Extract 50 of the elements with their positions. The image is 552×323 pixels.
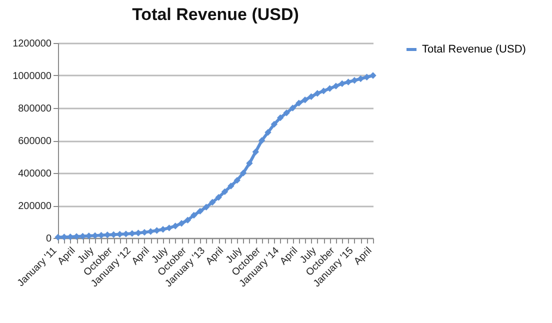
point [221,188,228,196]
point [122,230,130,238]
point [228,182,234,190]
point [308,93,315,100]
point [270,120,278,128]
point [258,137,266,144]
point [326,85,334,92]
point [240,170,247,176]
point [73,233,80,240]
point [277,114,284,122]
legend-label: Total Revenue (USD) [422,44,526,56]
point [128,230,136,237]
point [190,212,198,219]
point [246,160,253,167]
y-tick-label: 600000 [18,136,52,147]
point [209,198,216,206]
y-tick-label: 800000 [18,104,52,114]
point [202,204,210,210]
point [370,72,376,79]
point [314,90,321,97]
point [141,228,148,236]
point [289,104,296,112]
point [264,129,272,136]
point [92,232,98,239]
point [215,194,222,201]
point [252,148,259,156]
point [147,228,154,235]
point [160,226,166,233]
point [320,88,327,94]
point [351,77,358,84]
point [302,96,308,104]
point [363,74,370,80]
point [234,176,240,184]
point [296,100,302,106]
point [196,208,204,215]
point [344,78,352,86]
point [338,80,346,87]
point [172,222,179,230]
point [332,82,340,90]
chart-title: Total Revenue (USD) [132,5,299,24]
point [357,75,364,82]
y-tick-label: 400000 [18,168,52,180]
y-tick-label: 1200000 [12,38,52,50]
y-tick-label: 1000000 [12,71,52,82]
point [184,216,192,224]
y-tick-label: 200000 [18,201,52,212]
point [283,110,290,116]
point [166,224,173,232]
y-tick-label: 0 [46,234,52,244]
point [178,220,185,227]
